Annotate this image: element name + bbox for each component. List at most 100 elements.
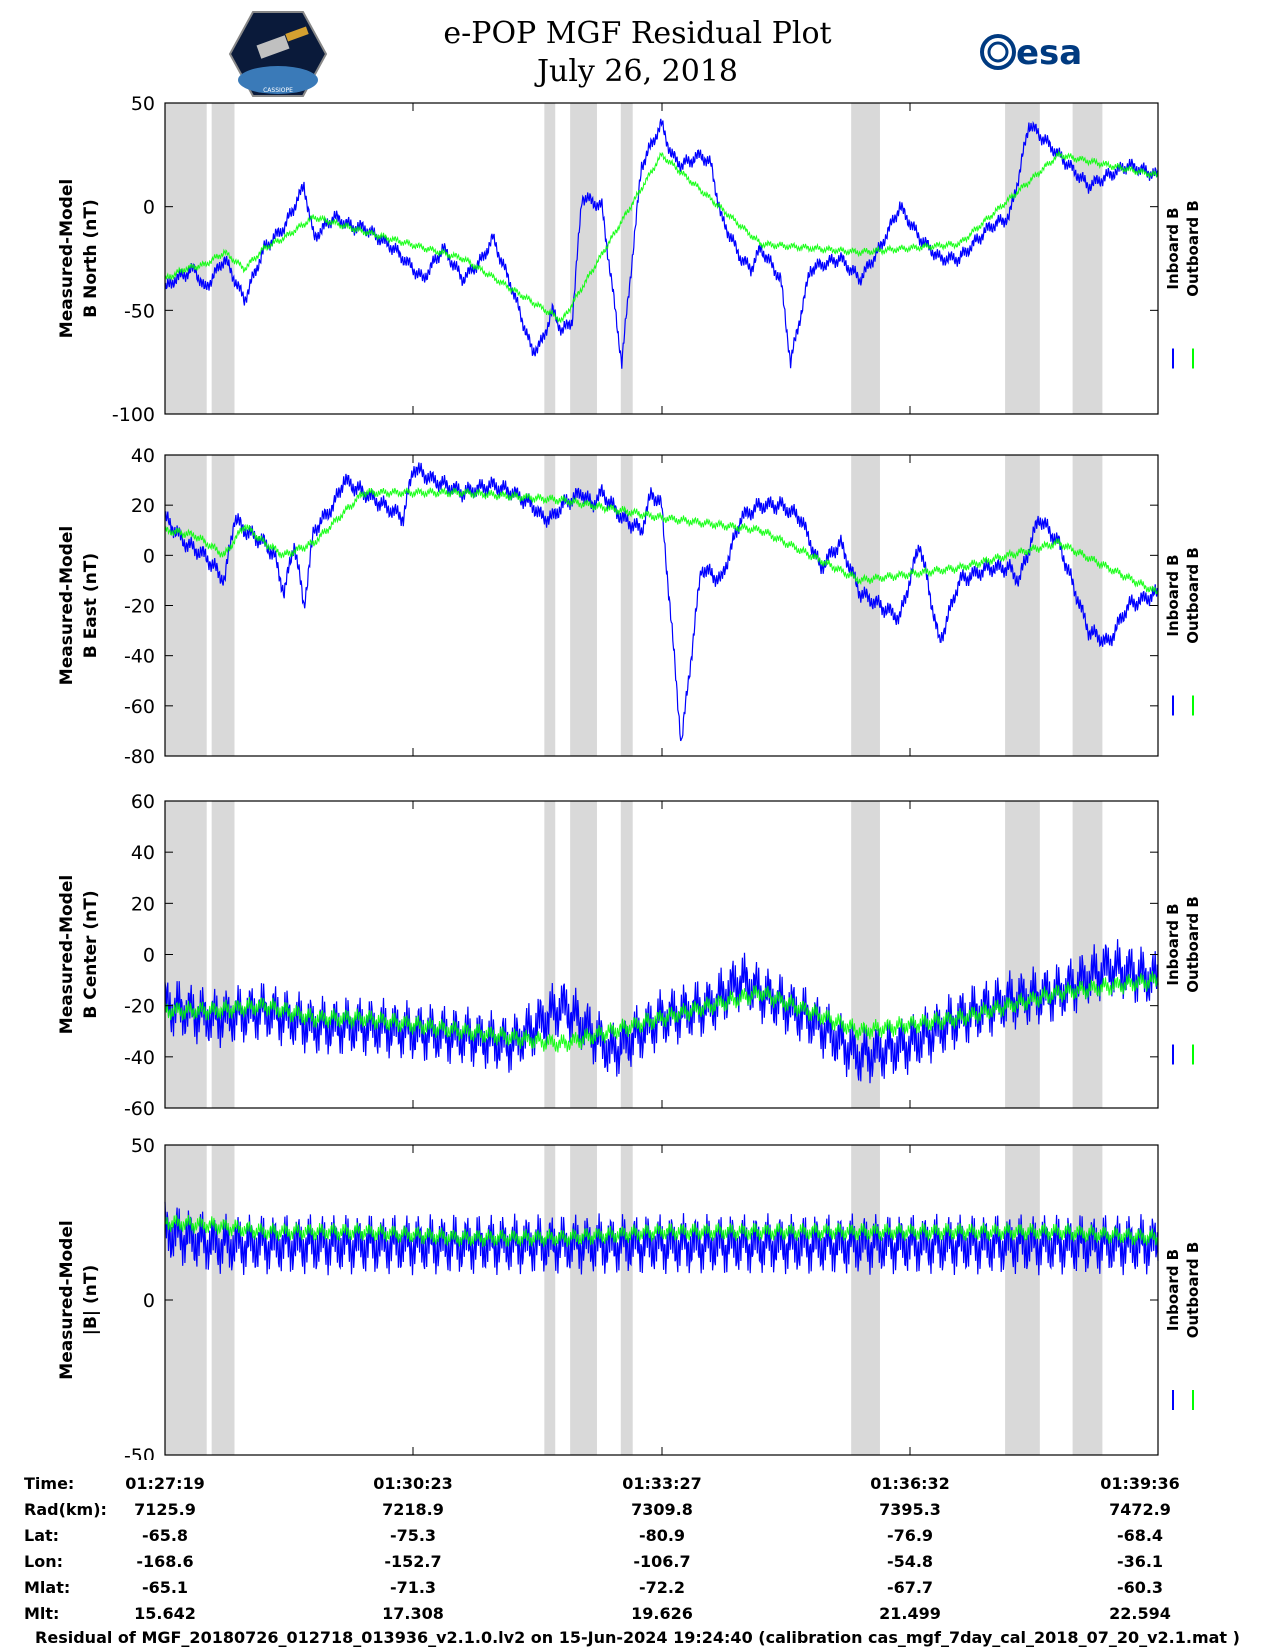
shaded-region xyxy=(570,801,597,1108)
info-header-time: Time: xyxy=(24,1474,75,1493)
info-lon-value: -106.7 xyxy=(633,1552,691,1571)
y-tick-label: -60 xyxy=(124,1098,155,1120)
info-lat-value: -75.3 xyxy=(389,1526,437,1545)
info-mlt-value: 17.308 xyxy=(382,1604,444,1623)
shaded-region xyxy=(570,1145,597,1455)
info-lat-value: -80.9 xyxy=(638,1526,686,1545)
y-tick-label: -20 xyxy=(124,596,155,618)
y-axis-label: B Center (nT) xyxy=(81,890,101,1018)
info-time-value: 01:33:27 xyxy=(622,1474,702,1493)
y-axis-label: B East (nT) xyxy=(81,553,101,658)
info-mlat-value: -65.1 xyxy=(141,1578,189,1597)
legend-inboard-label: Inboard B xyxy=(1164,903,1182,985)
shaded-region xyxy=(544,1145,556,1455)
logo-left-label: CASSIOPE xyxy=(263,87,293,94)
y-tick-label: 20 xyxy=(131,495,155,517)
shaded-region xyxy=(620,1145,633,1455)
shaded-region xyxy=(1072,801,1103,1108)
legend-outboard-label: Outboard B xyxy=(1184,547,1202,644)
shaded-region xyxy=(211,455,235,756)
y-tick-label: -20 xyxy=(124,996,155,1018)
series-line-inboard xyxy=(164,462,1159,742)
legend-inboard-label: Inboard B xyxy=(1164,207,1182,289)
y-tick-label: 0 xyxy=(143,1290,155,1312)
info-mlat-value: -72.2 xyxy=(638,1578,686,1597)
y-tick-label: 60 xyxy=(131,791,155,813)
info-mlt-value: 19.626 xyxy=(631,1604,693,1623)
info-rad-value: 7472.9 xyxy=(1109,1500,1171,1519)
info-rad-value: 7309.8 xyxy=(631,1500,693,1519)
info-header-lat: Lat: xyxy=(24,1526,60,1545)
shaded-region xyxy=(1005,103,1040,414)
legend-outboard-label: Outboard B xyxy=(1184,1242,1202,1339)
info-time-value: 01:30:23 xyxy=(373,1474,453,1493)
y-axis-label: Measured-Model xyxy=(57,1220,77,1379)
chart-date: July 26, 2018 xyxy=(536,54,739,89)
y-tick-label: -100 xyxy=(112,404,155,426)
shaded-region xyxy=(544,103,556,414)
orbit-info-table: Time: Rad(km): Lat: Lon: Mlat: Mlt: 01:27:19 71… xyxy=(0,1468,1275,1623)
y-tick-label: -50 xyxy=(124,300,155,322)
legend-inboard-label: Inboard B xyxy=(1164,554,1182,636)
shaded-region xyxy=(211,801,235,1108)
shaded-region xyxy=(211,103,235,414)
info-lat-value: -76.9 xyxy=(886,1526,934,1545)
y-tick-label: 0 xyxy=(143,545,155,567)
shaded-region xyxy=(570,103,597,414)
y-tick-label: 0 xyxy=(143,945,155,967)
shaded-region xyxy=(544,455,556,756)
series-line-inboard xyxy=(164,1201,1159,1276)
info-mlt-value: 15.642 xyxy=(134,1604,196,1623)
y-tick-label: 50 xyxy=(131,93,155,115)
shaded-region xyxy=(1005,1145,1040,1455)
shaded-region xyxy=(165,103,207,414)
info-lon-value: -168.6 xyxy=(136,1552,194,1571)
info-time-value: 01:36:32 xyxy=(870,1474,950,1493)
info-mlat-value: -60.3 xyxy=(1116,1578,1164,1597)
y-axis-label: Measured-Model xyxy=(57,179,77,338)
logo-right-label: esa xyxy=(1016,33,1082,73)
info-mlat-value: -71.3 xyxy=(389,1578,437,1597)
y-tick-label: -50 xyxy=(124,1445,155,1460)
info-rad-value: 7395.3 xyxy=(879,1500,941,1519)
info-time-value: 01:27:19 xyxy=(125,1474,205,1493)
y-axis-label: Measured-Model xyxy=(57,526,77,685)
shaded-region xyxy=(211,1145,235,1455)
y-axis-label: B North (nT) xyxy=(81,199,101,318)
series-line-outboard xyxy=(164,1214,1159,1248)
y-axis-label: Measured-Model xyxy=(57,875,77,1034)
chart-title: e-POP MGF Residual Plot xyxy=(443,16,832,51)
footer-text: Residual of MGF_20180726_012718_013936_v… xyxy=(35,1628,1240,1647)
info-header-mlat: Mlat: xyxy=(24,1578,71,1597)
y-tick-label: 50 xyxy=(131,1135,155,1157)
shaded-region xyxy=(1072,1145,1103,1455)
shaded-region xyxy=(1005,801,1040,1108)
series-line-outboard xyxy=(164,486,1159,596)
info-rad-value: 7218.9 xyxy=(382,1500,444,1519)
info-lon-value: -36.1 xyxy=(1116,1552,1164,1571)
shaded-region xyxy=(1072,103,1103,414)
shaded-region xyxy=(620,455,633,756)
series-line-outboard xyxy=(164,149,1159,324)
y-tick-label: -40 xyxy=(124,646,155,668)
info-header-rad: Rad(km): xyxy=(24,1500,107,1519)
esa-logo: esa xyxy=(980,33,1082,73)
y-axis-label: |B| (nT) xyxy=(81,1265,101,1336)
y-tick-label: 20 xyxy=(131,893,155,915)
series-line-inboard xyxy=(164,939,1159,1084)
y-tick-label: -80 xyxy=(124,746,155,768)
panel-4: -50 0 50 Measured-Model |B| (nT) Inboard B Out… xyxy=(57,1135,1202,1460)
info-mlt-value: 22.594 xyxy=(1109,1604,1171,1623)
shaded-region xyxy=(544,801,556,1108)
y-tick-label: 40 xyxy=(131,842,155,864)
shaded-region xyxy=(1005,455,1040,756)
info-mlt-value: 21.499 xyxy=(879,1604,941,1623)
y-tick-label: 40 xyxy=(131,445,155,467)
info-lat-value: -65.8 xyxy=(141,1526,189,1545)
y-tick-label: -40 xyxy=(124,1047,155,1069)
shaded-region xyxy=(620,801,633,1108)
info-mlat-value: -67.7 xyxy=(886,1578,934,1597)
info-header-mlt: Mlt: xyxy=(24,1604,60,1623)
legend-outboard-label: Outboard B xyxy=(1184,896,1202,993)
